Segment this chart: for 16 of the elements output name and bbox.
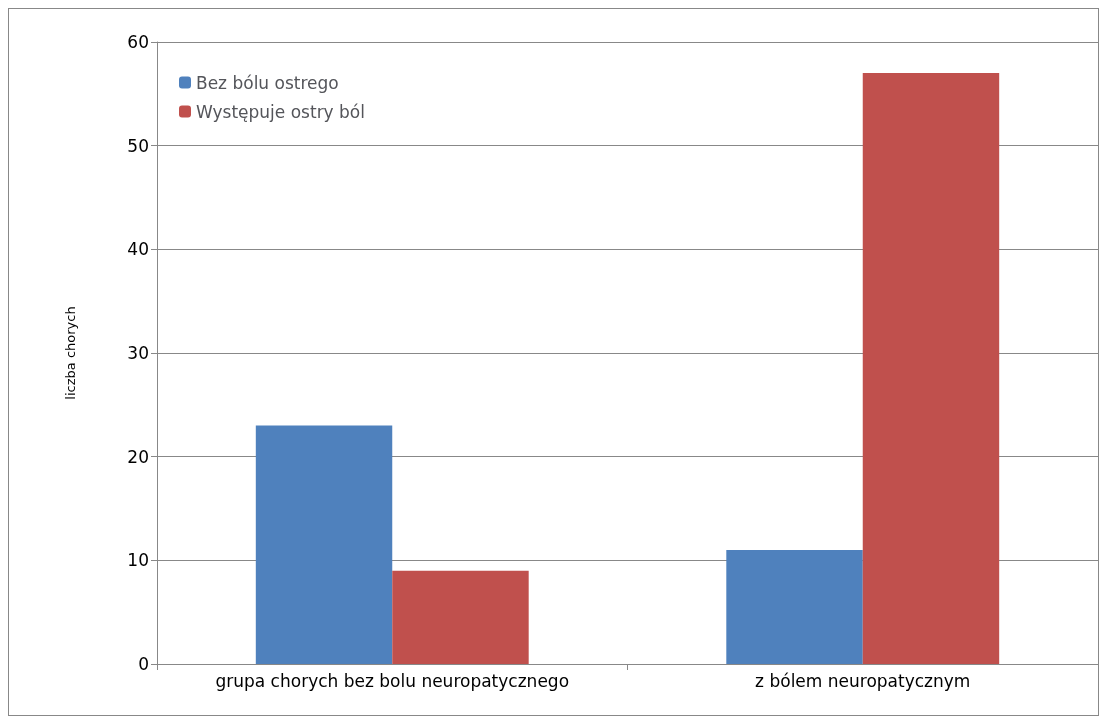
legend-label: Występuje ostry ból xyxy=(196,101,365,122)
x-tick-label: z bólem neuropatycznym xyxy=(755,670,971,691)
y-axis-title: liczba chorych xyxy=(63,306,78,400)
y-tick-label: 30 xyxy=(127,343,149,363)
bar xyxy=(726,549,863,664)
legend-label: Bez bólu ostrego xyxy=(196,72,339,93)
y-tick-label: 20 xyxy=(127,446,149,467)
y-tick-label: 10 xyxy=(127,550,149,571)
bar xyxy=(392,570,529,664)
y-tick-label: 50 xyxy=(127,135,149,156)
bar xyxy=(862,73,1000,664)
y-tick-label: 0 xyxy=(138,654,149,674)
x-tick-label: grupa chorych bez bolu neuropatycznego xyxy=(215,670,570,691)
bar xyxy=(255,425,393,664)
y-tick-label: 60 xyxy=(127,32,149,52)
y-tick-label: 40 xyxy=(127,239,149,260)
